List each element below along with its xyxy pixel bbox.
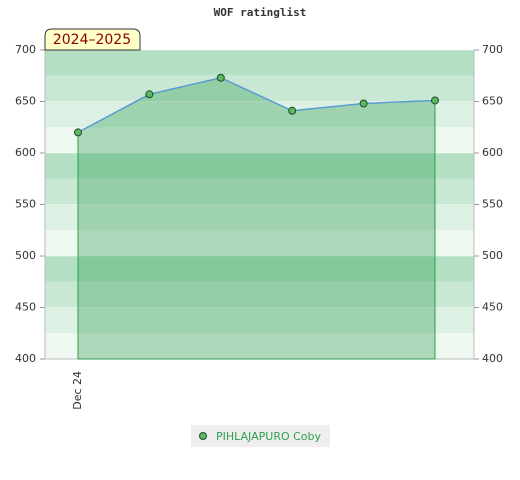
grid-band	[45, 50, 474, 76]
marker	[145, 90, 154, 99]
marker	[216, 73, 225, 82]
legend: PIHLAJAPURO Coby	[191, 425, 330, 447]
y-tick-label: 700	[15, 43, 36, 56]
grid-band	[45, 153, 474, 179]
y2-tick-label: 700	[482, 43, 503, 56]
marker	[359, 99, 368, 108]
y2-tick-label: 550	[482, 198, 503, 211]
y-tick-label: 650	[15, 95, 36, 108]
grid-band	[45, 178, 474, 205]
chart-title: WOF ratinglist	[214, 6, 307, 19]
grid-band	[45, 230, 474, 256]
area	[77, 77, 436, 360]
line	[77, 77, 436, 134]
y-tick-label: 550	[15, 198, 36, 211]
annotation-badge: 2024–2025	[44, 28, 141, 51]
y2-tick-label: 600	[482, 146, 503, 159]
annotation: 2024–2025	[53, 32, 131, 48]
marker	[288, 106, 297, 115]
grid-band	[45, 333, 474, 359]
badge-box	[44, 28, 141, 51]
y-tick-label: 400	[15, 352, 36, 365]
legend-marker	[199, 432, 207, 440]
y-tick-label: 600	[15, 146, 36, 159]
y-tick-label: 500	[15, 249, 36, 262]
grid-band	[45, 75, 474, 102]
grid-band	[45, 101, 474, 128]
legend-box	[191, 425, 330, 447]
y2-tick-label: 500	[482, 249, 503, 262]
y2-tick-label: 650	[482, 95, 503, 108]
legend-label: PIHLAJAPURO Coby	[216, 430, 322, 443]
y-tick-label: 450	[15, 301, 36, 314]
x-tick-label: Dec 24	[71, 371, 84, 410]
grid-band	[45, 256, 474, 282]
marker	[74, 128, 82, 137]
grid-band	[45, 281, 474, 308]
grid-band	[45, 204, 474, 231]
marker	[431, 96, 439, 105]
grid-band	[45, 307, 474, 334]
grid-band	[45, 127, 474, 153]
y2-tick-label: 400	[482, 352, 503, 365]
y2-tick-label: 450	[482, 301, 503, 314]
